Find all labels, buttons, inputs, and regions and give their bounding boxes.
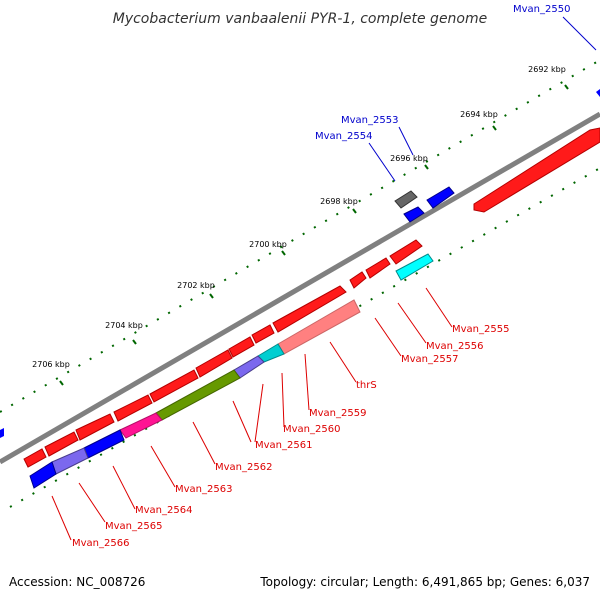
forward-gene bbox=[389, 239, 423, 265]
forward-strand-genes bbox=[23, 127, 600, 468]
cyan-feature bbox=[395, 253, 434, 281]
magenta-feature bbox=[119, 412, 163, 439]
kbp-tick-label: 2696 kbp bbox=[390, 154, 428, 163]
forward-gene bbox=[349, 271, 367, 289]
reverse-gene bbox=[29, 461, 57, 489]
forward-gene bbox=[473, 127, 600, 213]
major-ticks bbox=[59, 84, 569, 386]
gene-label-thrs: thrS bbox=[356, 380, 377, 391]
forward-gene bbox=[228, 336, 255, 358]
gene-label-mvan-2556: Mvan_2556 bbox=[426, 341, 483, 352]
purple-feature bbox=[233, 355, 265, 379]
reverse-strand-genes bbox=[0, 89, 600, 438]
bottom-label-connectors bbox=[51, 287, 453, 541]
forward-gene bbox=[75, 413, 115, 441]
forward-gene bbox=[272, 285, 347, 333]
gray-feature bbox=[394, 190, 418, 209]
kbp-tick-label: 2692 kbp bbox=[528, 65, 566, 74]
kbp-tick-label: 2694 kbp bbox=[460, 110, 498, 119]
map-title: Mycobacterium vanbaalenii PYR-1, complet… bbox=[113, 11, 488, 27]
outer-tick-ring bbox=[0, 59, 600, 413]
kbp-tick-label: 2706 kbp bbox=[32, 360, 70, 369]
forward-gene bbox=[251, 324, 275, 344]
gene-label-mvan-2560: Mvan_2560 bbox=[283, 424, 340, 435]
reverse-gene bbox=[0, 428, 4, 438]
accession-text: Accession: NC_008726 bbox=[9, 575, 145, 589]
gene-label-mvan-2554: Mvan_2554 bbox=[315, 131, 372, 142]
forward-gene bbox=[365, 257, 391, 279]
forward-gene bbox=[149, 369, 199, 403]
gene-label-mvan-2555: Mvan_2555 bbox=[452, 324, 509, 335]
forward-gene bbox=[113, 394, 153, 422]
forward-gene bbox=[44, 431, 79, 457]
reverse-gene bbox=[596, 89, 600, 97]
genome-summary-text: Topology: circular; Length: 6,491,865 bp… bbox=[259, 575, 590, 589]
gene-label-mvan-2550: Mvan_2550 bbox=[513, 4, 570, 15]
gene-label-mvan-2565: Mvan_2565 bbox=[105, 521, 162, 532]
reverse-gene bbox=[403, 206, 425, 223]
gene-label-mvan-2563: Mvan_2563 bbox=[175, 484, 232, 495]
gene-label-mvan-2557: Mvan_2557 bbox=[401, 354, 458, 365]
kbp-tick-label: 2704 kbp bbox=[105, 321, 143, 330]
kbp-tick-label: 2702 kbp bbox=[177, 281, 215, 290]
forward-gene bbox=[195, 349, 233, 378]
genome-backbone bbox=[0, 111, 600, 465]
gene-label-mvan-2562: Mvan_2562 bbox=[215, 462, 272, 473]
kbp-tick-label: 2700 kbp bbox=[249, 240, 287, 249]
gene-label-mvan-2553: Mvan_2553 bbox=[341, 115, 398, 126]
gene-label-mvan-2566: Mvan_2566 bbox=[72, 538, 129, 549]
top-label-connectors bbox=[368, 16, 597, 182]
gene-label-mvan-2559: Mvan_2559 bbox=[309, 408, 366, 419]
gene-label-mvan-2564: Mvan_2564 bbox=[135, 505, 192, 516]
reverse-gene bbox=[426, 186, 455, 209]
gene-label-mvan-2561: Mvan_2561 bbox=[255, 440, 312, 451]
inner-features bbox=[29, 253, 434, 489]
forward-gene bbox=[23, 448, 47, 468]
kbp-tick-label: 2698 kbp bbox=[320, 197, 358, 206]
